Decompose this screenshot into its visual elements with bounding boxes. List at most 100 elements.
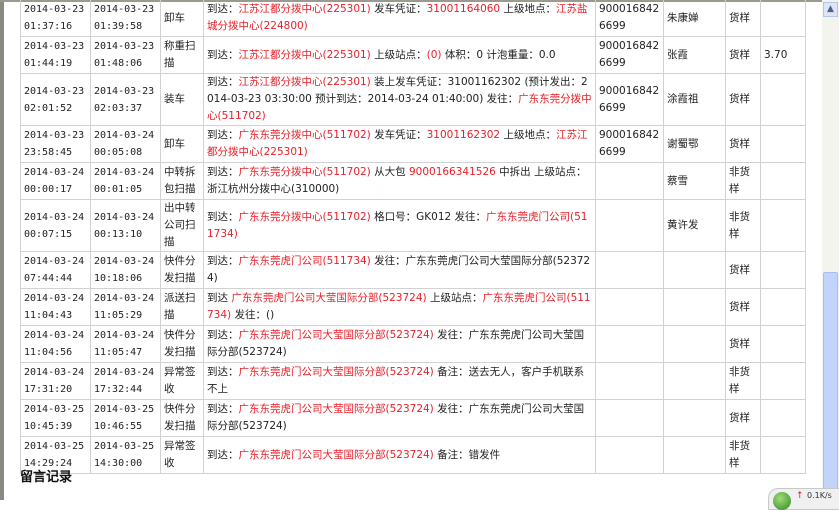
weight-cell: 3.70 — [760, 36, 806, 74]
text: 格口号：GK012 发往： — [370, 210, 487, 223]
weight-cell — [760, 288, 806, 326]
scan-time-cell: 2014-03-24 11:04:56 — [20, 325, 91, 363]
scroll-up-arrow-icon[interactable]: ▲ — [823, 2, 838, 17]
date: 2014-03-24 — [24, 256, 85, 267]
time: 23:58:45 — [24, 147, 73, 158]
window-left-border — [0, 0, 4, 500]
upload-time-cell: 2014-03-24 10:18:06 — [90, 251, 161, 289]
scan-time-cell: 2014-03-24 11:04:43 — [20, 288, 91, 326]
text: 备注：送去无人，客户手机联系不上 — [207, 366, 585, 395]
date: 2014-03-25 — [24, 441, 85, 452]
operator-cell — [663, 325, 726, 363]
type-cell: 非货样 — [725, 362, 761, 400]
description-cell: 到达：广东东莞分拨中心(511702) 从大包 9000166341526 中拆… — [203, 162, 596, 200]
time: 14:30:00 — [94, 458, 143, 469]
highlight-text: 广东东莞虎门公司(511734) — [207, 292, 591, 321]
operator-cell: 朱康婵 — [663, 0, 726, 37]
highlight-text: 广东东莞分拨中心(511702) — [238, 166, 371, 178]
action-cell: 快件分发扫描 — [160, 325, 204, 363]
text: 从大包 — [370, 166, 409, 178]
highlight-text: 广东东莞虎门公司大莹国际分部(523724) — [238, 403, 434, 415]
text: 上级站点： — [370, 48, 427, 61]
upload-time-cell: 2014-03-24 17:32:44 — [90, 362, 161, 400]
time: 10:18:06 — [94, 273, 143, 284]
highlight-text: 广东东莞虎门公司大莹国际分部(523724) — [238, 329, 434, 341]
network-speed-widget[interactable]: ↑ 0.1K/s — [768, 488, 839, 510]
date: 2014-03-23 — [24, 4, 85, 15]
date: 2014-03-24 — [24, 167, 85, 178]
tracking-table: 2014-03-23 01:37:16 2014-03-23 01:39:58 卸车 到达… — [20, 0, 806, 474]
time: 01:37:16 — [24, 21, 73, 32]
text: 发往：广东东莞虎门公司大莹国际分部(523724) — [207, 255, 591, 284]
text: 发往：广东东莞虎门公司大莹国际分部(523724) — [207, 329, 585, 358]
table-row: 2014-03-24 07:44:44 2014-03-24 10:18:06 快件分发… — [20, 251, 806, 289]
type-cell: 货样 — [725, 251, 761, 289]
waybill-code-cell — [595, 199, 664, 252]
date: 2014-03-24 — [94, 130, 155, 141]
table-row: 2014-03-24 17:31:20 2014-03-24 17:32:44 异常签收… — [20, 362, 806, 400]
weight-cell — [760, 162, 806, 200]
text: 装上发车凭证：31001162302 (预计发出：2014-03-23 03:3… — [207, 76, 588, 105]
table-row: 2014-03-24 00:07:15 2014-03-24 00:13:10 出中转公… — [20, 199, 806, 252]
description-cell: 到达：江苏江都分拨中心(225301) 发车凭证：31001164060 上级地… — [203, 0, 596, 37]
text: 中拆出 上级站点：浙江杭州分拨中心(310000) — [207, 166, 587, 195]
vertical-scrollbar[interactable]: ▲ — [822, 0, 839, 500]
table-row: 2014-03-25 10:45:39 2014-03-25 10:46:55 快件分发… — [20, 399, 806, 437]
highlight-text: 31001164060 — [426, 3, 501, 15]
scan-time-cell: 2014-03-23 01:44:19 — [20, 36, 91, 74]
action-cell: 装车 — [160, 73, 204, 126]
date: 2014-03-23 — [24, 41, 85, 52]
table-row: 2014-03-23 23:58:45 2014-03-24 00:05:08 卸车 到达… — [20, 125, 806, 163]
operator-cell — [663, 288, 726, 326]
date: 2014-03-24 — [24, 367, 85, 378]
highlight-text: 31001162302 — [426, 129, 501, 141]
text: 发车凭证： — [370, 3, 427, 15]
date: 2014-03-23 — [24, 130, 85, 141]
description-cell: 到达：广东东莞虎门公司大莹国际分部(523724) 发往：广东东莞虎门公司大莹国… — [203, 399, 596, 437]
operator-cell: 张霞 — [663, 36, 726, 74]
weight-cell — [760, 73, 806, 126]
action-cell: 中转拆包扫描 — [160, 162, 204, 200]
waybill-code-cell — [595, 288, 664, 326]
operator-cell: 黄许发 — [663, 199, 726, 252]
action-cell: 快件分发扫描 — [160, 399, 204, 437]
text: 体积：0 计泡重量：0.0 — [441, 48, 556, 61]
type-cell: 货样 — [725, 0, 761, 37]
text: 备注：错发件 — [433, 448, 501, 461]
upload-time-cell: 2014-03-24 11:05:47 — [90, 325, 161, 363]
network-rate: 0.1K/s — [807, 491, 832, 500]
description-cell: 到达：江苏江都分拨中心(225301) 装上发车凭证：31001162302 (… — [203, 73, 596, 126]
highlight-text: 江苏江都分拨中心(225301) — [238, 3, 371, 15]
description-cell: 到达 广东东莞虎门公司大莹国际分部(523724) 上级站点：广东东莞虎门公司(… — [203, 288, 596, 326]
highlight-text: 9000166341526 — [408, 166, 496, 178]
highlight-text: 广东东莞分拨中心(511702) — [238, 129, 371, 141]
text: 到达： — [207, 129, 239, 141]
waybill-code-cell — [595, 325, 664, 363]
highlight-text: 广东东莞虎门公司大莹国际分部(523724) — [238, 366, 434, 378]
scan-time-cell: 2014-03-25 14:29:24 — [20, 436, 91, 474]
highlight-text: 江苏盐城分拨中心(224800) — [207, 3, 588, 32]
table-row: 2014-03-23 01:44:19 2014-03-23 01:48:06 称重扫描… — [20, 36, 806, 74]
weight-cell — [760, 125, 806, 163]
text: 上级地点： — [500, 129, 556, 141]
date: 2014-03-24 — [94, 330, 155, 341]
time: 11:04:43 — [24, 310, 73, 321]
table-row: 2014-03-23 01:37:16 2014-03-23 01:39:58 卸车 到达… — [20, 0, 806, 37]
weight-cell — [760, 0, 806, 37]
description-cell: 到达：广东东莞分拨中心(511702) 发车凭证：31001162302 上级地… — [203, 125, 596, 163]
time: 00:07:15 — [24, 228, 73, 240]
scrollbar-thumb[interactable] — [823, 272, 838, 492]
date: 2014-03-25 — [24, 404, 85, 415]
upload-time-cell: 2014-03-23 02:03:37 — [90, 73, 161, 126]
upload-time-cell: 2014-03-25 14:30:00 — [90, 436, 161, 474]
green-ball-icon — [773, 492, 791, 510]
date: 2014-03-25 — [94, 441, 155, 452]
time: 11:05:29 — [94, 310, 143, 321]
text: 到达： — [207, 76, 239, 88]
operator-cell — [663, 436, 726, 474]
text: 到达 — [207, 292, 232, 304]
action-cell: 异常签收 — [160, 362, 204, 400]
action-cell: 出中转公司扫描 — [160, 199, 204, 252]
description-cell: 到达：广东东莞分拨中心(511702) 格口号：GK012 发往：广东东莞虎门公… — [203, 199, 596, 252]
waybill-code-cell — [595, 162, 664, 200]
